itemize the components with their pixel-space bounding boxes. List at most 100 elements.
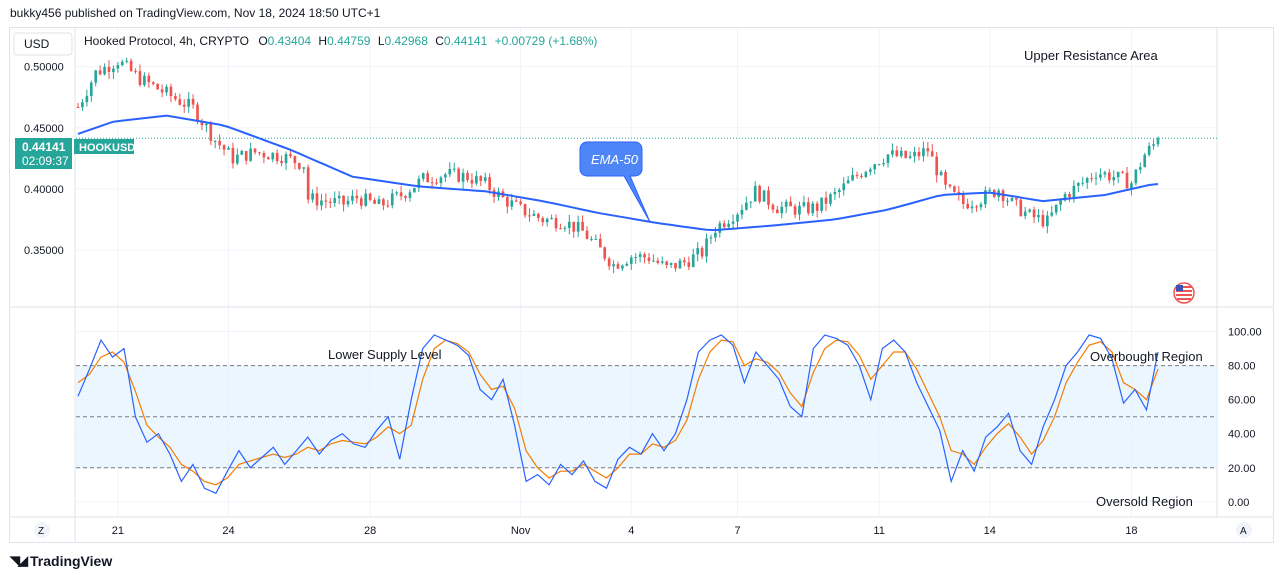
candle-body (129, 60, 133, 71)
stoch-tick-label: 100.00 (1228, 327, 1262, 339)
candle-body (377, 199, 381, 204)
candle-body (1077, 183, 1080, 186)
candle-body (452, 168, 456, 170)
candle-body (1130, 183, 1133, 189)
candle-body (1019, 199, 1023, 216)
candle-body (1054, 204, 1058, 213)
candle-body (537, 213, 540, 219)
currency-button[interactable]: USD (13, 32, 73, 56)
candle-body (89, 82, 93, 97)
candle-body (205, 123, 208, 126)
ema-50-line (77, 114, 1159, 232)
candle-body (284, 154, 288, 164)
candle-body (824, 197, 828, 204)
candle-body (576, 221, 580, 232)
x-tick-label: 24 (222, 525, 234, 537)
candle-body (545, 218, 549, 223)
candle-body (337, 195, 341, 199)
candle-body (399, 192, 403, 197)
ema-callout: EMA-50 (579, 141, 651, 223)
x-tick-label: 14 (984, 525, 996, 537)
candle-body (528, 215, 531, 217)
candle-body (435, 182, 438, 184)
stoch-tick-label: 0.00 (1228, 497, 1249, 509)
candle-body (1063, 193, 1067, 201)
candle-body (506, 197, 509, 207)
legend-change: +0.00729 (+1.68%) (495, 34, 598, 48)
candle-body (351, 195, 354, 201)
candle-body (634, 257, 638, 259)
candle-body (1010, 198, 1014, 201)
legend-low: 0.42968 (385, 34, 429, 48)
auto-scale-button[interactable]: A (1236, 522, 1252, 538)
candle-body (315, 193, 319, 206)
y-tick-label: 0.45000 (24, 123, 64, 135)
candle-body (182, 104, 186, 107)
candle-body (904, 150, 908, 158)
candle-body (231, 147, 235, 164)
candle-body (860, 175, 863, 177)
candle-body (683, 260, 686, 263)
us-flag-icon[interactable] (1173, 282, 1195, 304)
candle-body (674, 263, 677, 269)
candle-body (749, 201, 753, 203)
candle-body (209, 123, 213, 141)
candle-body (1032, 209, 1036, 218)
candle-body (395, 192, 399, 194)
candle-body (342, 195, 345, 205)
candle-body (483, 177, 487, 181)
candle-body (1001, 190, 1005, 202)
tradingview-logo[interactable]: ◥◢ TradingView (10, 553, 112, 569)
candle-body (1081, 182, 1085, 184)
candle-body (1156, 138, 1160, 145)
stoch-tick-label: 60.00 (1228, 395, 1256, 407)
candle-body (457, 168, 460, 182)
y-tick-label: 0.35000 (24, 245, 64, 257)
overbought-label: Overbought Region (1090, 349, 1203, 364)
price-tag-ticker: HOOKUSD (79, 142, 135, 154)
candle-body (953, 186, 956, 192)
z-button[interactable]: Z (34, 522, 50, 538)
candle-body (200, 121, 204, 126)
candle-body (523, 203, 527, 216)
z-button-label: Z (38, 526, 44, 537)
candle-body (1015, 198, 1018, 200)
candle-body (514, 200, 518, 202)
candle-body (926, 148, 930, 152)
stoch-tick-label: 20.00 (1228, 463, 1256, 475)
candle-body (846, 180, 850, 184)
x-tick-label: 18 (1125, 525, 1137, 537)
ema-callout-label: EMA-50 (591, 152, 639, 167)
candle-body (886, 154, 890, 164)
stoch-tick-label: 40.00 (1228, 429, 1256, 441)
candle-body (160, 89, 164, 93)
candle-body (771, 204, 775, 210)
publish-line: bukky456 published on TradingView.com, N… (10, 6, 381, 20)
candle-body (669, 263, 673, 265)
candle-body (373, 199, 376, 204)
candle-body (382, 199, 385, 206)
candle-body (519, 201, 522, 204)
candle-body (975, 206, 978, 208)
candle-body (643, 254, 646, 258)
candle-body (227, 147, 230, 150)
price-tag: 0.44141 02:09:37 HOOKUSD (15, 138, 135, 169)
x-tick-label: 4 (628, 525, 634, 537)
stoch-tick-label: 80.00 (1228, 361, 1256, 373)
currency-label[interactable]: USD (24, 37, 50, 51)
legend-symbol: Hooked Protocol, 4h, CRYPTO (84, 34, 249, 48)
candle-body (873, 164, 877, 170)
candle-body (979, 204, 983, 208)
candle-body (793, 206, 797, 215)
candle-body (302, 167, 306, 169)
stoch-band-layer (76, 365, 1217, 469)
candle-body (413, 187, 416, 193)
candle-body (125, 60, 129, 62)
candle-body (868, 169, 872, 172)
candle-body (709, 237, 713, 239)
candle-body (935, 156, 939, 176)
candle-body (1107, 172, 1111, 181)
candle-body (218, 140, 221, 146)
candle-body (289, 154, 292, 157)
